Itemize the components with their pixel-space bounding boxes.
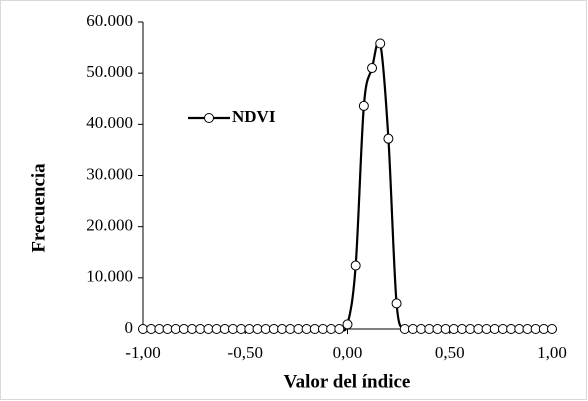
data-point xyxy=(268,324,279,334)
y-tick-label: 60.000 xyxy=(86,11,133,30)
data-point xyxy=(285,324,296,334)
x-tick-label: 0,00 xyxy=(333,343,363,362)
data-point xyxy=(457,324,468,334)
data-point xyxy=(317,324,328,334)
data-point xyxy=(481,324,492,334)
data-point xyxy=(203,324,214,334)
data-point xyxy=(383,133,394,144)
data-point xyxy=(244,324,255,334)
y-tick-label: 30.000 xyxy=(86,164,133,183)
data-point xyxy=(391,298,402,309)
data-point xyxy=(350,260,361,271)
y-axis-label: Frecuencia xyxy=(28,163,49,253)
y-tick-label: 10.000 xyxy=(86,267,133,286)
data-point xyxy=(514,324,525,334)
data-point xyxy=(195,324,206,334)
data-point xyxy=(342,319,353,330)
data-point xyxy=(424,324,435,334)
data-point xyxy=(358,100,369,111)
data-point xyxy=(178,324,189,334)
legend-label: NDVI xyxy=(232,107,276,126)
data-point xyxy=(407,324,418,334)
data-point xyxy=(236,324,247,334)
x-tick-label: 0,50 xyxy=(435,343,465,362)
data-point xyxy=(138,324,148,334)
data-point xyxy=(293,324,304,334)
data-point xyxy=(326,324,337,334)
data-point xyxy=(522,324,533,334)
data-point xyxy=(367,63,378,74)
data-point xyxy=(154,324,165,334)
data-point xyxy=(416,324,427,334)
data-point xyxy=(440,324,451,334)
x-tick-label: -1,00 xyxy=(125,343,160,362)
data-point xyxy=(473,324,484,334)
data-point xyxy=(399,324,410,334)
data-point xyxy=(489,324,500,334)
data-point xyxy=(432,324,443,334)
data-point xyxy=(227,324,238,334)
y-tick-label: 20.000 xyxy=(86,216,133,235)
data-point xyxy=(309,324,320,334)
data-point xyxy=(219,324,230,334)
data-point xyxy=(252,324,263,334)
x-tick-label: -0,50 xyxy=(228,343,263,362)
y-tick-label: 50.000 xyxy=(86,62,133,81)
data-point xyxy=(277,324,288,334)
data-point xyxy=(211,324,222,334)
y-tick-label: 0 xyxy=(125,318,134,337)
data-point xyxy=(538,324,549,334)
data-point xyxy=(547,324,557,334)
data-point xyxy=(301,324,312,334)
y-tick-label: 40.000 xyxy=(86,113,133,132)
data-point xyxy=(260,324,271,334)
data-point xyxy=(162,324,173,334)
data-point xyxy=(375,38,386,49)
data-point xyxy=(334,324,345,334)
x-tick-label: 1,00 xyxy=(537,343,567,362)
data-point xyxy=(497,324,508,334)
legend-marker xyxy=(204,113,214,123)
data-point xyxy=(530,324,541,334)
data-point xyxy=(465,324,476,334)
data-point xyxy=(506,324,517,334)
data-point xyxy=(170,324,181,334)
x-axis-label: Valor del índice xyxy=(284,371,411,392)
data-point xyxy=(448,324,459,334)
data-point xyxy=(187,324,198,334)
data-point xyxy=(146,324,157,334)
